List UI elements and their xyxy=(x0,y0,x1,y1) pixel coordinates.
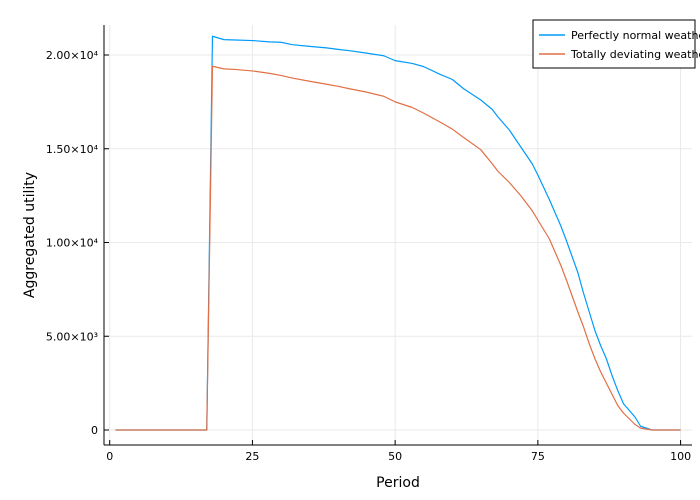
legend-box xyxy=(532,19,696,69)
legend-label: Totally deviating weather xyxy=(570,48,700,61)
legend-label: Perfectly normal weather xyxy=(571,29,700,42)
x-tick-label: 100 xyxy=(670,450,691,463)
axes xyxy=(103,25,692,446)
legend: Perfectly normal weather Totally deviatin… xyxy=(532,19,700,69)
y-tick-label: 0 xyxy=(91,424,98,437)
series-line-2 xyxy=(115,65,681,431)
x-tick-label: 75 xyxy=(531,450,545,463)
y-tick-label: 2.00×10⁴ xyxy=(46,49,99,62)
grid xyxy=(104,25,692,445)
series-lines xyxy=(115,35,681,431)
series-line-1 xyxy=(115,35,681,431)
x-tick-label: 50 xyxy=(388,450,402,463)
x-axis-title: Period xyxy=(376,475,420,491)
ticks: 0 25 50 75 100 0 5.00×10³ 1.00×10⁴ 1.50×10⁴ 2.00×… xyxy=(46,49,691,463)
y-tick-label: 5.00×10³ xyxy=(46,330,98,343)
x-tick-label: 0 xyxy=(106,450,113,463)
x-tick-label: 25 xyxy=(245,450,259,463)
y-tick-label: 1.00×10⁴ xyxy=(46,237,99,250)
y-axis-title: Aggregated utility xyxy=(22,172,38,298)
y-tick-label: 1.50×10⁴ xyxy=(46,143,99,156)
